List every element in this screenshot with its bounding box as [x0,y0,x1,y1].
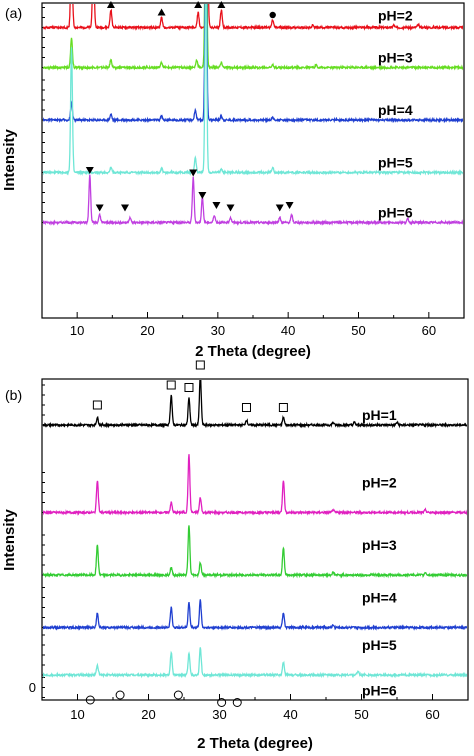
x-tick-label: 20 [141,707,155,722]
peak-marker-open-circle [232,698,242,707]
series-trace [43,4,463,124]
traces [43,4,463,227]
panel-b: 10 20 30 40 50 60 0 2 Theta (degree) Intensity (b… [1,360,469,752]
x-tick-label: 40 [283,707,297,722]
x-tick-label: 30 [212,707,226,722]
series-label: pH=2 [378,8,413,24]
series-label: pH=1 [362,407,397,423]
peak-marker-open-circle [85,695,95,705]
series-label: pH=6 [378,205,413,221]
series-trace [43,454,467,516]
x-tick-label: 20 [140,323,154,338]
series-label: pH=2 [362,475,397,491]
peak-marker-open-square [241,403,251,412]
x-tick-label: 30 [211,323,225,338]
plot-frame [41,378,469,701]
peak-marker-open-circle [173,690,183,700]
peak-marker-open-square [92,400,102,410]
peak-marker-triangle-down [198,192,207,199]
x-tick-label: 10 [70,323,84,338]
peak-marker-open-square [184,383,194,392]
series-trace [43,525,467,579]
peak-marker-triangle-up [217,1,226,8]
x-tick-label: 60 [422,323,436,338]
series-label: pH=4 [378,102,413,118]
series-trace [43,647,467,679]
x-tick-label: 60 [425,707,439,722]
peak-marker-open-square [278,403,288,412]
peak-marker-triangle-down [212,202,221,209]
series-label: pH=6 [362,683,397,699]
peak-marker-triangle-up [194,1,203,8]
x-tick-label: 10 [70,707,84,722]
peak-marker-triangle-down [120,204,129,212]
series-label: pH=4 [362,590,397,606]
peak-marker-triangle-down [226,204,235,212]
peak-marker-triangle-down [285,202,294,209]
y-axis-title: Intensity [1,129,18,191]
peak-marker-triangle-down [275,204,284,212]
series-trace [43,4,463,71]
panel-label: (b) [5,387,22,403]
series-trace [43,599,467,631]
peak-marker-triangle-down [189,169,198,177]
peak-marker-open-square [195,360,205,370]
panel-label: (a) [5,5,22,21]
panel-a: 10 20 30 40 50 60 2 Theta (degree) Intensity (a)… [1,1,465,360]
peak-marker-open-circle [115,690,125,700]
series-trace [43,4,463,176]
series-trace [43,4,463,32]
series-trace [43,380,467,429]
peak-marker-triangle-down [95,204,104,212]
peak-marker-circle [269,11,276,19]
x-axis-title: 2 Theta (degree) [197,735,313,752]
peak-marker-open-square [166,380,176,390]
peak-marker-triangle-up [157,8,166,16]
series-label: pH=5 [362,637,397,653]
series-trace [42,703,468,719]
series-label: pH=5 [378,155,413,171]
series-label: pH=3 [378,50,413,66]
x-axis-title: 2 Theta (degree) [195,343,311,360]
traces [42,380,468,719]
peak-marker-triangle-up [106,1,115,8]
x-tick-label: 50 [351,323,365,338]
peak-marker-open-circle [217,698,227,707]
series-trace [43,174,463,227]
y-axis-title: Intensity [1,509,18,571]
series-label: pH=3 [362,537,397,553]
x-tick-label: 40 [281,323,295,338]
peak-marker-triangle-down [85,167,94,174]
x-tick-label: 50 [354,707,368,722]
y-tick-label: 0 [29,680,36,695]
